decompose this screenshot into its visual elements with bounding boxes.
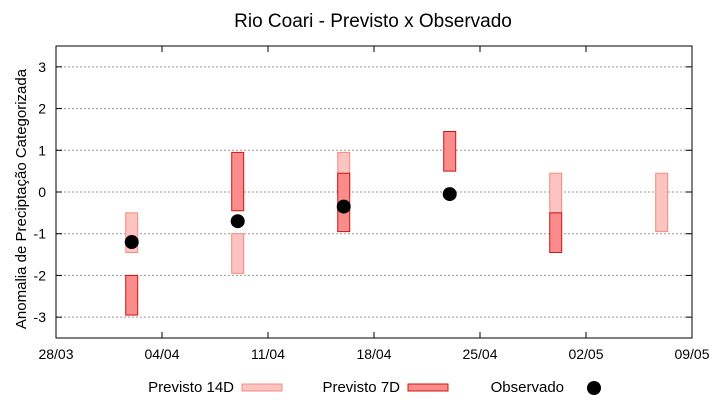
chart-title: Rio Coari - Previsto x Observado [234, 11, 512, 32]
axis-ticks: 3 2 1 0 -1 -2 -3 28/03 04/04 11/04 18/04 25/04 02/05… [34, 46, 710, 362]
point-observado [230, 214, 245, 229]
bar-previsto-7d [125, 274, 139, 316]
point-observado [442, 187, 457, 202]
y-axis-label: Anomalia de Preciptação Categorizada [13, 68, 30, 329]
x-tick-label: 18/04 [356, 346, 391, 362]
x-tick-label: 02/05 [568, 346, 603, 362]
bar-previsto-14d [655, 172, 669, 233]
bar-previsto-7d [549, 212, 563, 253]
x-tick-label: 11/04 [251, 346, 285, 362]
legend: Previsto 14D Previsto 7D Observado [148, 379, 601, 396]
legend-previsto-14d-swatch [241, 383, 283, 392]
y-tick-label: 0 [38, 184, 46, 200]
x-tick-label: 04/04 [144, 346, 179, 362]
bar-previsto-7d [443, 131, 457, 172]
x-tick-label: 09/05 [674, 346, 709, 362]
point-observado [124, 235, 139, 250]
legend-previsto-7d-swatch [407, 383, 449, 392]
legend-observado-label: Observado [491, 379, 564, 396]
bar-previsto-14d [549, 172, 563, 214]
legend-previsto-7d-label: Previsto 7D [322, 379, 400, 396]
x-tick-label: 28/03 [38, 346, 73, 362]
data-marks [124, 131, 669, 316]
bar-previsto-7d [231, 151, 245, 212]
y-tick-label: 3 [38, 59, 46, 75]
grid-lines [56, 66, 692, 318]
bar-previsto-14d [231, 233, 245, 274]
legend-observado-swatch [587, 381, 601, 395]
y-tick-label: 1 [38, 142, 46, 158]
y-tick-label: -3 [34, 309, 47, 325]
y-tick-label: 2 [38, 101, 46, 117]
point-observado [336, 199, 351, 214]
y-tick-label: -2 [34, 267, 47, 283]
y-tick-label: -1 [34, 226, 47, 242]
x-tick-label: 25/04 [462, 346, 497, 362]
legend-previsto-14d-label: Previsto 14D [148, 379, 234, 396]
